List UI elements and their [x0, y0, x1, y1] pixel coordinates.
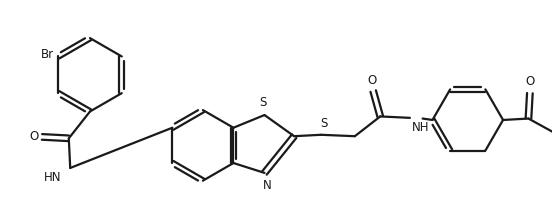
Text: O: O	[525, 75, 535, 88]
Text: NH: NH	[412, 121, 429, 134]
Text: O: O	[29, 130, 38, 143]
Text: S: S	[320, 117, 327, 130]
Text: Br: Br	[41, 48, 54, 61]
Text: O: O	[367, 74, 376, 87]
Text: S: S	[259, 96, 267, 109]
Text: N: N	[263, 179, 271, 192]
Text: HN: HN	[44, 171, 61, 184]
